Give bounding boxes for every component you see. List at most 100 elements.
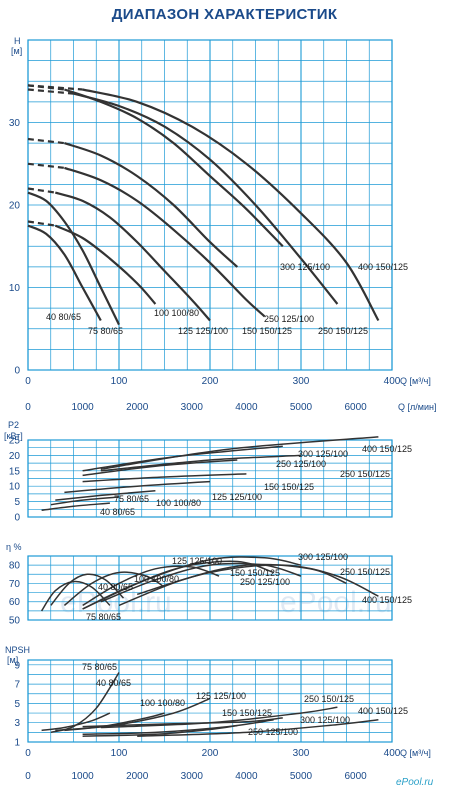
curve-dashed-400-150-125 <box>27 84 83 91</box>
curve-label: 300 125/100 <box>300 715 350 725</box>
curve-300-125-100 <box>64 88 284 248</box>
x-tick-label-lmin: 1000 <box>71 771 94 782</box>
curve-dashed-150-150-125 <box>27 162 65 169</box>
curve-label: 40 80/65 <box>100 507 135 517</box>
y-tick-label: 0 <box>14 513 20 524</box>
x-tick-label-m3h: 400 <box>384 376 401 387</box>
x-tick-label-m3h: 300 <box>293 376 310 387</box>
curve-250-125-100 <box>82 459 238 477</box>
curve-125-125-100 <box>64 480 211 494</box>
plot-frame <box>27 555 393 621</box>
y-tick-label: 30 <box>9 118 21 129</box>
y-tick-label: 20 <box>9 201 21 212</box>
curve-label: 75 80/65 <box>82 662 117 672</box>
x-tick-label-lmin: 5000 <box>290 402 313 413</box>
curve-label: 250 150/125 <box>318 326 368 336</box>
curve-label: 150 150/125 <box>222 708 272 718</box>
plot-frame <box>27 659 393 743</box>
curve-400-150-125 <box>82 88 380 322</box>
x-tick-label-m3h: 100 <box>111 748 128 759</box>
curve-label: 250 125/100 <box>276 459 326 469</box>
y-axis-label: H <box>14 36 21 46</box>
x-tick-label-m3h: 400 <box>384 748 401 759</box>
y-tick-label: 10 <box>9 283 21 294</box>
curve-400-150-125 <box>100 436 379 471</box>
curve-125-125-100 <box>64 697 211 732</box>
curve-125-125-100 <box>82 565 220 607</box>
x-tick-label-lmin: 0 <box>25 771 31 782</box>
curve-40-80-65 <box>27 224 102 322</box>
curve-150-150-125 <box>64 166 266 318</box>
y-axis-unit: [м] <box>11 46 22 56</box>
curve-75-80-65 <box>27 191 120 326</box>
x-tick-label-lmin: 0 <box>25 402 31 413</box>
curve-dashed-100-100-80 <box>27 220 56 227</box>
curve-dashed-125-125-100 <box>27 187 56 194</box>
y-tick-label: 7 <box>14 680 20 691</box>
x-axis-label-lmin: Q [л/мин] <box>398 402 436 412</box>
x-tick-label-lmin: 5000 <box>290 771 313 782</box>
watermark-text-2: ePool.ru <box>280 586 392 619</box>
curve-label: 400 150/125 <box>358 262 408 272</box>
curve-label: 250 150/125 <box>340 469 390 479</box>
plot-frame <box>27 39 393 371</box>
y-tick-label: 1 <box>14 738 20 749</box>
curve-250-125-100 <box>100 562 302 603</box>
y-tick-label: 0 <box>14 366 20 377</box>
curve-40-80-65 <box>41 502 110 511</box>
curve-label: 40 80/65 <box>46 312 81 322</box>
curve-300-125-100 <box>82 717 283 728</box>
curve-label: 100 100/80 <box>154 308 199 318</box>
curve-label: 250 150/125 <box>340 567 390 577</box>
y-tick-label: 70 <box>9 579 21 590</box>
curve-label: 250 150/125 <box>304 694 354 704</box>
y-tick-label: 60 <box>9 597 21 608</box>
curve-250-150-125 <box>100 706 338 729</box>
y-axis-label: P2 <box>8 420 19 430</box>
curve-label: 100 100/80 <box>156 498 201 508</box>
curve-label: 125 125/100 <box>212 492 262 502</box>
curve-label: 400 150/125 <box>362 444 412 454</box>
curve-150-150-125 <box>82 719 274 736</box>
page-title: ДИАПАЗОН ХАРАКТЕРИСТИК <box>111 6 338 23</box>
plot-frame <box>27 439 393 518</box>
curve-label: 100 100/80 <box>140 698 185 708</box>
x-tick-label-m3h: 200 <box>202 376 219 387</box>
curve-label: 40 80/65 <box>98 582 133 592</box>
curve-label: 150 150/125 <box>242 326 292 336</box>
curve-150-150-125 <box>82 473 247 483</box>
curve-label: 250 125/100 <box>240 577 290 587</box>
x-tick-label-m3h: 300 <box>293 748 310 759</box>
curve-dashed-250-125-100 <box>27 137 65 145</box>
y-tick-label: 9 <box>14 660 20 671</box>
curve-400-150-125 <box>136 564 379 597</box>
curve-label: 300 125/100 <box>280 262 330 272</box>
x-tick-label-lmin: 2000 <box>126 771 149 782</box>
y-axis-unit: [м] <box>7 655 18 665</box>
x-tick-label-m3h: 100 <box>111 376 128 387</box>
curve-label: 150 150/125 <box>230 568 280 578</box>
x-tick-label-m3h: 0 <box>25 748 31 759</box>
curve-100-100-80 <box>55 490 156 501</box>
curve-250-125-100 <box>82 724 238 737</box>
x-tick-label-lmin: 6000 <box>344 402 367 413</box>
y-tick-label: 20 <box>9 451 21 462</box>
curve-dashed-250-150-125 <box>27 88 74 95</box>
x-tick-label-m3h: 200 <box>202 748 219 759</box>
x-axis-label-m3h: Q [м³/ч] <box>400 748 431 758</box>
curve-75-80-65 <box>50 496 120 506</box>
brand-logo: ePool.ru <box>396 777 434 788</box>
y-tick-label: 50 <box>9 616 21 627</box>
x-tick-label-lmin: 1000 <box>71 402 94 413</box>
chart-panel-eta: 50 60 70 80 η % 125 125/100 300 125/100 150 150… <box>6 542 412 627</box>
x-tick-label-lmin: 3000 <box>181 402 204 413</box>
x-tick-label-lmin: 4000 <box>235 771 258 782</box>
curve-400-150-125 <box>137 719 379 737</box>
y-tick-label: 80 <box>9 561 21 572</box>
curve-label: 125 125/100 <box>178 326 228 336</box>
curve-label: 300 125/100 <box>298 449 348 459</box>
curve-label: 125 125/100 <box>196 691 246 701</box>
curve-100-100-80 <box>63 571 165 606</box>
curve-label: 100 100/80 <box>134 574 179 584</box>
